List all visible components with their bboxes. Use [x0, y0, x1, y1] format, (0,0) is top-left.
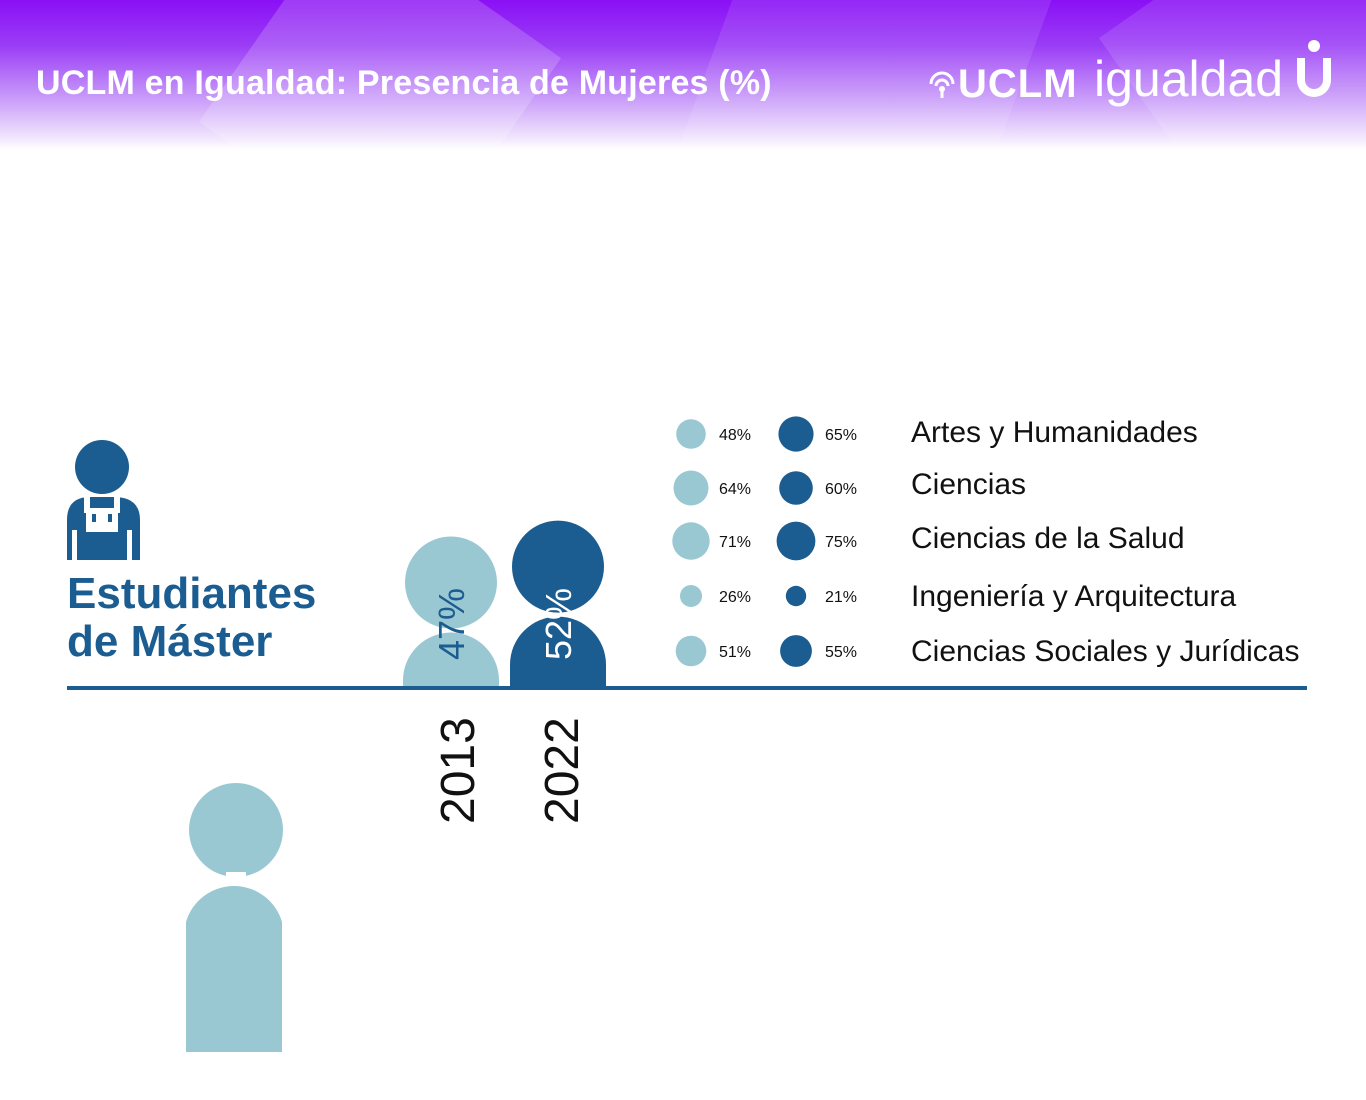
logo-igualdad-text: igualdad: [1094, 51, 1284, 107]
bubble-value-label: 64%: [719, 481, 751, 498]
bubble-point: [779, 471, 813, 505]
bubble-point: [776, 521, 816, 561]
bar: [403, 632, 499, 686]
uclm-igualdad-logo: UCLM igualdad: [928, 36, 1338, 116]
main-bars: 47% 52%: [403, 520, 606, 686]
bubble-value-label: 65%: [825, 427, 857, 444]
page-title: UCLM en Igualdad: Presencia de Mujeres (…: [36, 64, 772, 102]
bubble-point: [780, 635, 812, 667]
bubble-point: [778, 416, 814, 452]
category-label: Ciencias: [911, 468, 1027, 501]
bar-head: [512, 520, 604, 613]
bubble-point: [785, 585, 807, 607]
category-label: Ciencias de la Salud: [911, 522, 1185, 555]
x-tick-label: 2013: [432, 717, 485, 824]
bubble-point: [680, 585, 702, 607]
bubble-point: [672, 522, 710, 560]
bubble-value-label: 21%: [825, 589, 857, 606]
bubble-point: [673, 470, 709, 506]
signal-icon: [929, 71, 955, 98]
bubble-value-label: 75%: [825, 534, 857, 551]
bubble-value-label: 51%: [719, 644, 751, 661]
bar-value-label: 47%: [431, 588, 472, 660]
section-title-line: Estudiantes: [67, 569, 317, 618]
x-tick-label: 2022: [536, 717, 589, 824]
bubble-value-label: 26%: [719, 589, 751, 606]
logo-u-icon: [1297, 40, 1331, 97]
section-title-line: de Máster: [67, 617, 273, 666]
category-bubbles: 48% 64% 71% 26% 51% 65% 60% 75% 21% 55%: [672, 416, 857, 667]
bubble-point: [675, 635, 707, 667]
bubble-value-label: 55%: [825, 644, 857, 661]
bubble-value-label: 60%: [825, 481, 857, 498]
decorative-person-figure: [186, 783, 283, 1052]
header-banner: UCLM en Igualdad: Presencia de Mujeres (…: [0, 0, 1366, 150]
section-title: Estudiantes de Máster: [67, 570, 387, 666]
bar-head: [405, 536, 497, 629]
logo-uclm-text: UCLM: [958, 62, 1078, 106]
category-label: Ingeniería y Arquitectura: [911, 580, 1237, 613]
category-label: Artes y Humanidades: [911, 416, 1198, 449]
bubble-point: [676, 419, 706, 449]
student-with-backpack-icon: [67, 440, 140, 560]
category-label: Ciencias Sociales y Jurídicas: [911, 635, 1300, 668]
bubble-value-label: 71%: [719, 534, 751, 551]
bar-value-label: 52%: [538, 588, 579, 660]
bubble-value-label: 48%: [719, 427, 751, 444]
bar: [510, 616, 606, 686]
